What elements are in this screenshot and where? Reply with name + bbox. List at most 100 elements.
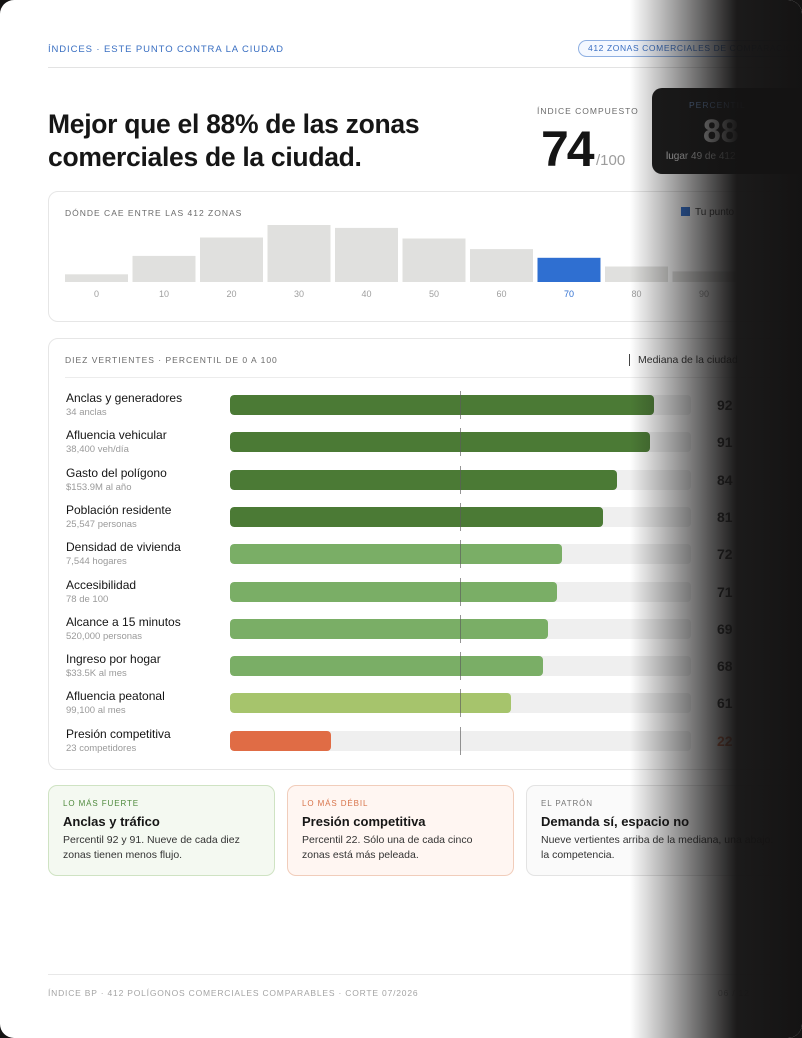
strand-value: 61 <box>717 695 733 712</box>
strand-name: Alcance a 15 minutos <box>66 614 181 629</box>
median-marker <box>459 465 461 494</box>
composite-label: ÍNDICE COMPUESTO <box>537 106 639 116</box>
legend-swatch <box>681 207 690 216</box>
histogram-tick-label: 70 <box>564 289 574 299</box>
page-title: Mejor que el 88% de las zonas comerciale… <box>48 109 420 172</box>
histogram-bar <box>672 271 736 282</box>
strand-bar <box>230 506 604 527</box>
histogram-bar <box>65 274 128 282</box>
insight-weakest: LO MÁS DÉBIL Presión competitiva Percent… <box>287 785 514 876</box>
strand-row: Densidad de vivienda 7,544 hogares 72 <box>66 540 786 576</box>
strand-bar <box>230 656 544 677</box>
histogram-tick-label: 60 <box>496 289 506 299</box>
strand-name: Presión competitiva <box>66 726 171 741</box>
histogram-bar <box>402 238 466 282</box>
page-number: 06 / 12 <box>718 988 750 998</box>
top-bar: ÍNDICES · ESTE PUNTO CONTRA LA CIUDAD 41… <box>48 40 802 68</box>
percentile-box: PERCENTIL 88 lugar 49 de 412 <box>652 88 802 174</box>
median-marker <box>459 652 461 681</box>
insight-title: Presión competitiva <box>302 814 426 829</box>
strand-name: Población residente <box>66 502 172 517</box>
strand-row: Afluencia vehicular 38,400 veh/día 91 <box>66 428 786 464</box>
strand-row: Anclas y generadores 34 anclas 92 <box>66 391 786 427</box>
strand-track <box>230 618 691 639</box>
insight-tag: LO MÁS DÉBIL <box>302 799 369 808</box>
histogram-bar <box>132 255 196 282</box>
strand-value: 91 <box>717 434 733 451</box>
median-marker <box>459 502 461 531</box>
strand-detail: 25,547 personas <box>66 518 137 530</box>
insight-body: Percentil 22. Sólo una de cada cinco zon… <box>302 834 473 861</box>
footer-divider <box>48 974 802 975</box>
insight-tag: LO MÁS FUERTE <box>63 799 140 808</box>
strand-value: 84 <box>717 471 733 488</box>
histogram-tick-label: 80 <box>631 289 641 299</box>
percentile-value: 88 <box>703 113 739 149</box>
strand-track <box>230 693 691 714</box>
strand-name: Gasto del polígono <box>66 465 167 480</box>
strand-value: 69 <box>717 620 733 637</box>
strand-detail: 78 de 100 <box>66 593 109 605</box>
strand-row: Accesibilidad 78 de 100 71 <box>66 577 786 614</box>
strand-bar <box>230 432 650 453</box>
strand-name: Anclas y generadores <box>66 391 183 405</box>
insight-tag: EL PATRÓN <box>541 799 593 808</box>
distribution-card: DÓNDE CAE ENTRE LAS 412 ZONAS Tu punto 0… <box>48 191 802 322</box>
strand-value: 22 <box>717 732 733 749</box>
strand-bar <box>230 693 512 714</box>
strand-value: 81 <box>717 508 733 525</box>
strand-name: Densidad de vivienda <box>66 540 181 555</box>
strand-detail: 520,000 personas <box>66 630 143 642</box>
median-marker <box>459 428 461 457</box>
strand-detail: 7,544 hogares <box>66 556 127 568</box>
composite-value: 74 <box>541 121 595 177</box>
median-marker <box>459 614 461 643</box>
strands-card: DIEZ VERTIENTES · PERCENTIL DE 0 A 100 M… <box>48 338 802 770</box>
strand-value: 72 <box>717 546 733 563</box>
histogram-tick-label: 30 <box>294 289 304 299</box>
median-marker <box>459 540 461 569</box>
strand-value: 71 <box>717 583 733 600</box>
strand-name: Ingreso por hogar <box>66 652 161 667</box>
histogram-bar <box>200 237 263 282</box>
strand-value: 92 <box>717 397 733 413</box>
strands-label: DIEZ VERTIENTES · PERCENTIL DE 0 A 100 <box>65 355 278 365</box>
percentile-label: PERCENTIL <box>689 100 746 110</box>
strand-track <box>230 656 691 677</box>
strand-detail: $153.9M al año <box>66 481 132 493</box>
footer-text: ÍNDICE BP · 412 POLÍGONOS COMERCIALES CO… <box>48 988 419 998</box>
strand-track <box>230 581 691 602</box>
divider <box>65 377 793 378</box>
strand-bar <box>230 581 558 602</box>
strand-detail: 34 anclas <box>66 407 107 418</box>
insight-body: Percentil 92 y 91. Nueve de cada diez zo… <box>63 834 240 861</box>
strand-detail: 23 competidores <box>66 742 137 754</box>
strand-track <box>230 432 691 453</box>
strand-row: Gasto del polígono $153.9M al año 84 <box>66 465 786 502</box>
histogram-bar <box>537 257 601 282</box>
strand-row: Afluencia peatonal 99,100 al mes 61 <box>66 689 786 725</box>
insight-body: Nueve vertientes arriba de la mediana, u… <box>541 834 774 861</box>
strand-value: 68 <box>717 658 733 675</box>
strand-name: Afluencia peatonal <box>66 689 165 704</box>
strand-name: Accesibilidad <box>66 577 137 592</box>
legend-label: Tu punto <box>695 207 735 218</box>
histogram-tick-label: 20 <box>226 289 236 299</box>
distribution-histogram: 0 10 20 30 40 50 60 70 80 90 <box>65 225 736 299</box>
percentile-rank: lugar 49 de 412 <box>666 151 736 162</box>
zones-pill: 412 ZONAS COMERCIALES DE COMPARACIÓN <box>578 40 802 57</box>
breadcrumb: ÍNDICES · ESTE PUNTO CONTRA LA CIUDAD <box>48 44 284 55</box>
insight-title: Demanda sí, espacio no <box>541 814 690 829</box>
histogram-tick-label: 0 <box>94 289 99 299</box>
strand-bar <box>230 395 655 415</box>
strand-track <box>230 469 691 490</box>
median-legend: Mediana de la ciudad <box>629 354 738 366</box>
strand-row: Presión competitiva 23 competidores 22 <box>66 726 786 763</box>
strand-track <box>230 730 691 751</box>
strand-row: Población residente 25,547 personas 81 <box>66 502 786 539</box>
composite-max: /100 <box>596 152 626 169</box>
strand-detail: 99,100 al mes <box>66 705 126 717</box>
histogram-bar <box>605 266 668 282</box>
strand-row: Ingreso por hogar $33.5K al mes 68 <box>66 652 786 688</box>
